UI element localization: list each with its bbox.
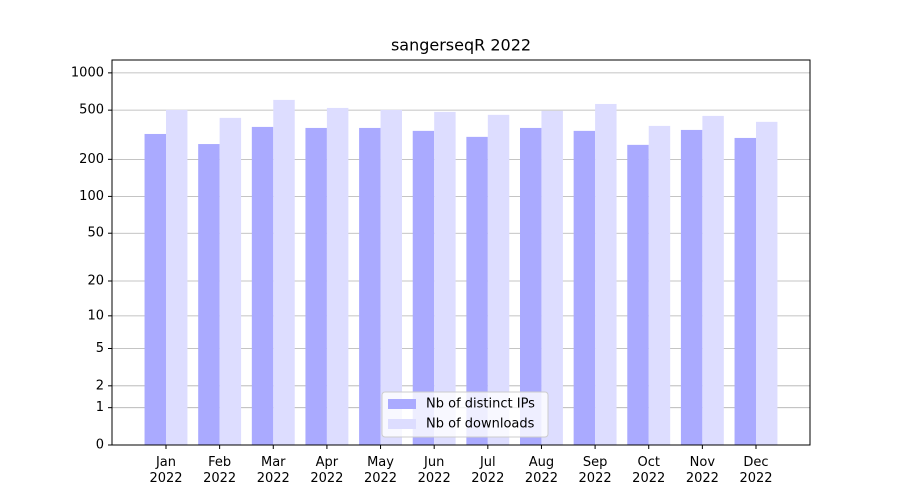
- bar: [359, 127, 381, 446]
- x-tick-label-line: 2022: [257, 471, 290, 486]
- x-tick-label: Apr 2022: [310, 455, 343, 486]
- x-tick-label: Sep 2022: [579, 455, 612, 486]
- bar: [466, 136, 488, 445]
- bar: [219, 117, 242, 446]
- y-tick-label: 50: [87, 226, 104, 241]
- legend-box: [381, 391, 549, 438]
- bar: [487, 114, 510, 446]
- x-tick-label-line: Aug: [529, 455, 554, 470]
- y-tick-label: 2: [96, 378, 104, 393]
- bar: [251, 126, 274, 445]
- y-tick-label: 100: [79, 189, 104, 204]
- x-tick-label-line: 2022: [525, 471, 558, 486]
- x-tick-label: Dec 2022: [739, 455, 772, 486]
- x-tick-label: May 2022: [364, 455, 397, 486]
- legend-swatch: [388, 419, 416, 429]
- bar: [380, 109, 402, 446]
- bar: [627, 144, 649, 446]
- x-tick-label: Jun 2022: [418, 455, 451, 486]
- bar: [273, 99, 295, 445]
- bar: [541, 110, 563, 446]
- x-tick-label-line: May: [367, 455, 394, 470]
- legend-label: Nb of distinct IPs: [426, 397, 535, 412]
- x-tick-label-line: 2022: [686, 471, 719, 486]
- x-tick-label: Mar 2022: [257, 455, 290, 486]
- y-tick-label: 10: [87, 308, 104, 323]
- x-tick-label-line: 2022: [310, 471, 343, 486]
- x-tick-label-line: 2022: [203, 471, 236, 486]
- bar: [198, 144, 220, 445]
- bar: [412, 130, 435, 445]
- bar: [756, 121, 778, 446]
- x-tick-label-line: Sep: [583, 455, 608, 470]
- x-tick-label-line: 2022: [471, 471, 504, 486]
- x-tick-label-line: 2022: [364, 471, 397, 486]
- x-tick-label: Nov 2022: [686, 455, 719, 486]
- x-tick-label-line: Apr: [316, 455, 339, 470]
- legend-label: Nb of downloads: [426, 417, 535, 432]
- x-tick-label-line: Mar: [261, 455, 286, 470]
- x-tick-label-line: Feb: [208, 455, 231, 470]
- x-tick-label-line: Jan: [155, 455, 176, 470]
- chart-title: sangerseqR 2022: [391, 36, 531, 55]
- y-tick-label: 20: [87, 274, 104, 289]
- y-tick-label: 0: [96, 438, 104, 453]
- x-tick-label: Feb 2022: [203, 455, 236, 486]
- bar: [595, 103, 617, 446]
- x-tick-label: Oct 2022: [632, 455, 665, 486]
- x-tick-label-line: 2022: [418, 471, 451, 486]
- bar: [434, 111, 456, 445]
- bar: [326, 107, 349, 446]
- x-tick-label-line: Jun: [423, 455, 444, 470]
- axes-frame: [111, 59, 811, 446]
- x-tick-label-line: 2022: [739, 471, 772, 486]
- y-tick-label: 500: [79, 103, 104, 118]
- x-tick-label: Aug 2022: [525, 455, 558, 486]
- bar: [520, 127, 542, 446]
- legend-swatch: [388, 399, 416, 409]
- x-tick-label-line: Dec: [743, 455, 768, 470]
- x-tick-label-line: Nov: [690, 455, 716, 470]
- bar: [702, 115, 724, 445]
- x-tick-label-line: Jul: [479, 455, 496, 470]
- bar: [734, 137, 756, 445]
- y-tick-label: 1000: [71, 65, 104, 80]
- x-tick-label-line: 2022: [632, 471, 665, 486]
- x-tick-label-line: 2022: [149, 471, 182, 486]
- bar: [680, 129, 703, 445]
- bar: [305, 127, 327, 446]
- bar: [166, 109, 188, 446]
- x-tick-label: Jan 2022: [149, 455, 182, 486]
- x-tick-label-line: 2022: [579, 471, 612, 486]
- y-tick-label: 1: [96, 400, 104, 415]
- bar: [144, 133, 166, 446]
- y-tick-label: 200: [79, 152, 104, 167]
- bar: [573, 130, 596, 445]
- x-tick-label-line: Oct: [637, 455, 659, 470]
- y-tick-label: 5: [96, 341, 104, 356]
- x-tick-label: Jul 2022: [471, 455, 504, 486]
- bar: [648, 125, 671, 446]
